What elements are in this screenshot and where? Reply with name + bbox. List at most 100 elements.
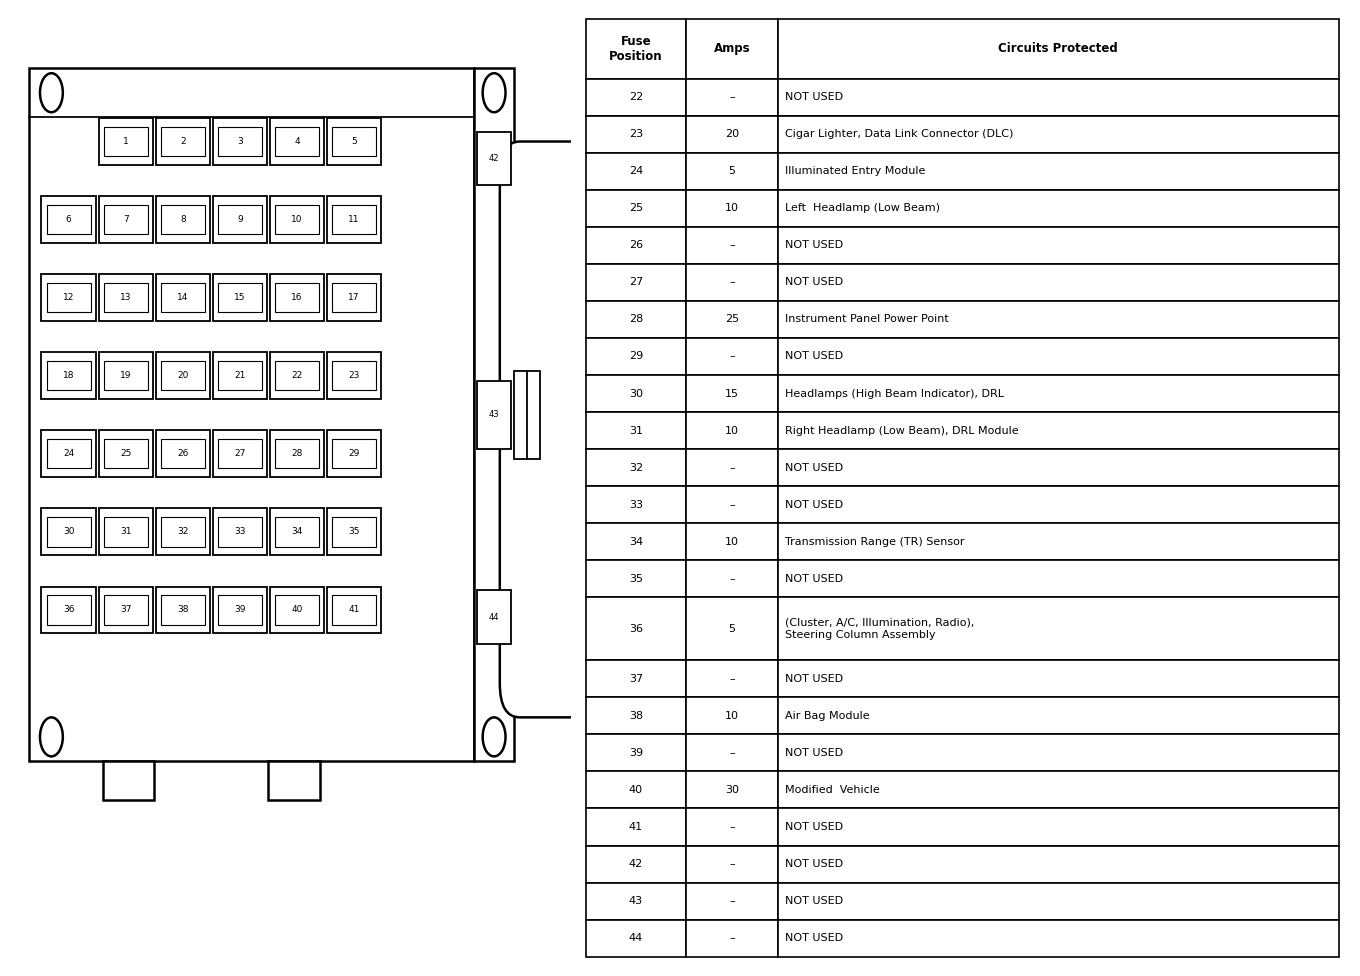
Bar [586, 523, 685, 560]
Bar [778, 734, 1338, 771]
Text: 29: 29 [348, 449, 360, 459]
Text: 10: 10 [725, 203, 738, 214]
Text: 25: 25 [725, 314, 738, 324]
Text: 11: 11 [348, 215, 360, 224]
Bar [685, 79, 778, 115]
Text: –: – [729, 822, 734, 832]
Bar [778, 661, 1338, 697]
Bar [332, 127, 377, 156]
Text: 31: 31 [628, 426, 643, 435]
Text: 17: 17 [348, 293, 360, 303]
Bar [685, 808, 778, 845]
Text: NOT USED: NOT USED [785, 351, 843, 361]
Bar [685, 771, 778, 808]
Text: 25: 25 [628, 203, 643, 214]
Bar [778, 845, 1338, 882]
Text: 36: 36 [628, 624, 643, 633]
Bar [98, 274, 152, 321]
Bar [778, 523, 1338, 560]
Text: 16: 16 [291, 293, 303, 303]
Text: 44: 44 [628, 933, 643, 943]
Text: NOT USED: NOT USED [785, 463, 843, 472]
Circle shape [39, 73, 63, 112]
Bar [160, 439, 205, 468]
Bar [586, 661, 685, 697]
Bar [98, 118, 152, 165]
Text: Transmission Range (TR) Sensor: Transmission Range (TR) Sensor [785, 537, 964, 547]
Bar [685, 661, 778, 697]
Bar [98, 587, 152, 633]
Circle shape [483, 717, 506, 756]
Bar [586, 882, 685, 919]
Circle shape [39, 717, 63, 756]
Text: 24: 24 [628, 166, 643, 177]
Bar [103, 283, 148, 312]
Text: Cigar Lighter, Data Link Connector (DLC): Cigar Lighter, Data Link Connector (DLC) [785, 129, 1013, 140]
Bar [586, 734, 685, 771]
Bar [275, 127, 320, 156]
Text: NOT USED: NOT USED [785, 574, 843, 584]
Bar [218, 205, 262, 234]
Bar [586, 597, 685, 661]
Text: –: – [729, 463, 734, 472]
Text: –: – [729, 896, 734, 906]
Bar [685, 375, 778, 412]
Bar [586, 375, 685, 412]
Text: 42: 42 [628, 859, 643, 869]
Bar [269, 196, 324, 243]
Bar [212, 196, 267, 243]
Text: 10: 10 [291, 215, 303, 224]
Text: 41: 41 [628, 822, 643, 832]
Bar [685, 264, 778, 301]
Bar [275, 283, 320, 312]
Bar [326, 196, 381, 243]
Text: 5: 5 [351, 137, 358, 146]
Text: Circuits Protected: Circuits Protected [998, 43, 1118, 56]
Text: 13: 13 [120, 293, 132, 303]
Text: –: – [729, 92, 734, 102]
Bar [269, 587, 324, 633]
Bar [103, 517, 148, 547]
Bar [778, 20, 1338, 79]
Bar [586, 808, 685, 845]
Bar [160, 361, 205, 390]
Bar [586, 449, 685, 486]
Bar [778, 771, 1338, 808]
Bar [155, 352, 209, 399]
Bar [778, 375, 1338, 412]
Text: 30: 30 [628, 388, 643, 398]
Text: 1: 1 [122, 137, 129, 146]
Text: 5: 5 [728, 166, 736, 177]
Text: 41: 41 [348, 605, 360, 615]
Bar [41, 352, 95, 399]
Text: 39: 39 [628, 748, 643, 758]
Bar [160, 127, 205, 156]
Bar [778, 919, 1338, 956]
Bar [218, 127, 262, 156]
Text: 22: 22 [628, 92, 643, 102]
Bar [46, 595, 91, 625]
Text: 3: 3 [237, 137, 243, 146]
Text: 15: 15 [234, 293, 246, 303]
Text: 19: 19 [120, 371, 132, 381]
Bar [685, 226, 778, 264]
Bar [103, 361, 148, 390]
Text: 39: 39 [234, 605, 246, 615]
Bar [475, 68, 514, 761]
Text: 2: 2 [180, 137, 185, 146]
Text: 31: 31 [120, 527, 132, 537]
Bar [778, 301, 1338, 338]
Bar [778, 808, 1338, 845]
Bar [212, 118, 267, 165]
Text: 10: 10 [725, 537, 738, 547]
Text: 38: 38 [177, 605, 189, 615]
Bar [685, 597, 778, 661]
Bar [778, 560, 1338, 597]
Bar [269, 352, 324, 399]
FancyBboxPatch shape [499, 142, 592, 717]
Text: (Cluster, A/C, Illumination, Radio),
Steering Column Assembly: (Cluster, A/C, Illumination, Radio), Ste… [785, 618, 975, 639]
Bar [332, 517, 377, 547]
Bar [155, 508, 209, 555]
Bar [275, 439, 320, 468]
Bar [103, 439, 148, 468]
